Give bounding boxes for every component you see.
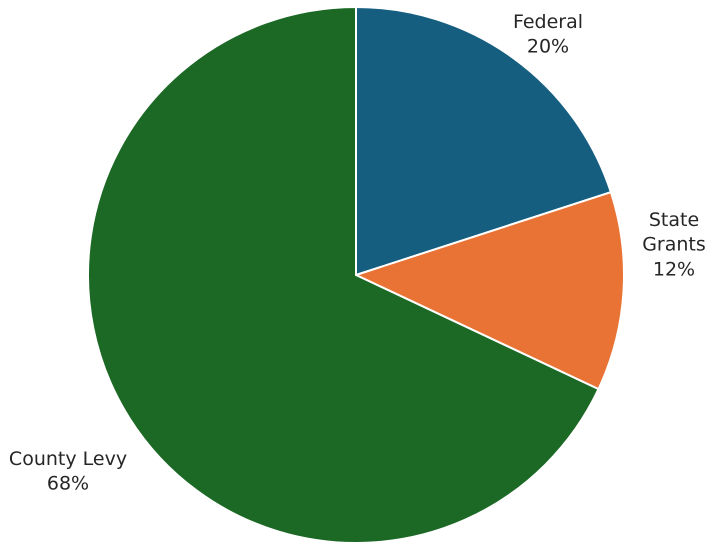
slice-value-label: 12% — [653, 258, 695, 280]
slice-value-label: 20% — [527, 36, 569, 58]
slice-name-label: Federal — [513, 11, 583, 33]
pie-slice-1 — [353, 190, 625, 391]
pie-slice-2 — [87, 5, 600, 544]
slice-name-label: County Levy — [9, 448, 127, 470]
slice-label-2: County Levy 68% — [9, 448, 127, 495]
slice-label-1: State Grants 12% — [642, 209, 706, 280]
pie-slices — [87, 5, 625, 544]
slice-label-0: Federal 20% — [513, 11, 583, 58]
slice-labels: Federal 20% State Grants 12% County Levy 68% — [9, 11, 706, 495]
pie-slice-0 — [355, 5, 613, 277]
slice-value-label: 68% — [47, 473, 89, 495]
slice-name-label: Grants — [642, 234, 706, 256]
slice-name-label: State — [649, 209, 699, 231]
